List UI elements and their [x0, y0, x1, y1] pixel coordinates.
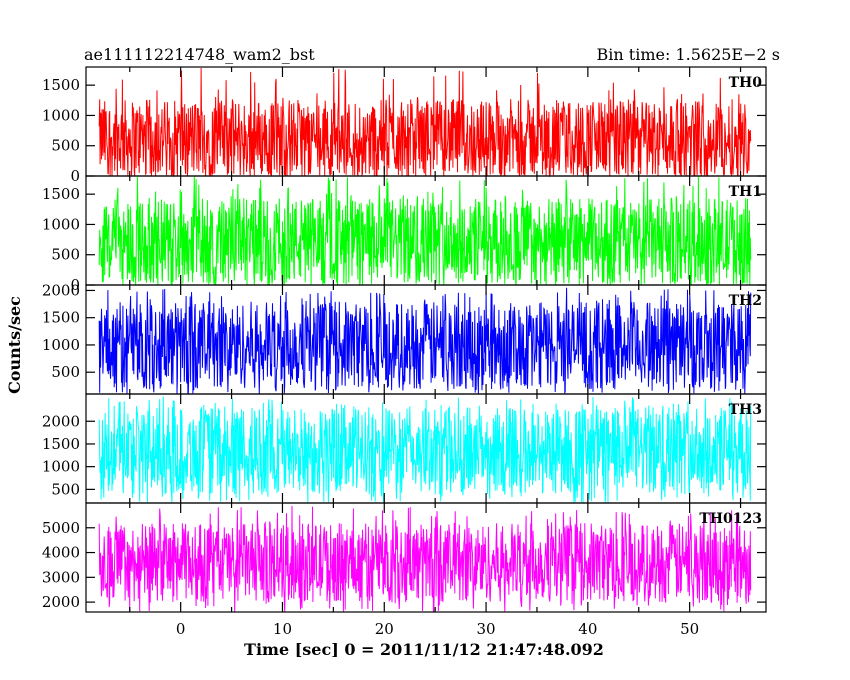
y-tick-label: 500 — [51, 480, 80, 498]
y-tick-label: 1500 — [42, 185, 80, 203]
y-tick-label: 4000 — [42, 544, 80, 562]
y-tick-label: 1000 — [42, 458, 80, 476]
y-tick-label: 1000 — [42, 215, 80, 233]
x-tick-label: 20 — [375, 620, 394, 638]
panel-th1: 0 500 1000 1500 TH1 — [42, 175, 767, 294]
series-line-th2 — [98, 287, 752, 395]
y-tick-label: 3000 — [42, 568, 80, 586]
panel-label-th3: TH3 — [729, 402, 762, 418]
panel-label-th2: TH2 — [729, 293, 762, 309]
header-right-title: Bin time: 1.5625E−2 s — [597, 45, 780, 64]
x-axis-title: Time [sec] 0 = 2011/11/12 21:47:48.092 — [244, 640, 604, 659]
x-tick-label: 40 — [578, 620, 597, 638]
x-tick-label: 10 — [273, 620, 292, 638]
y-tick-label: 1500 — [42, 435, 80, 453]
y-tick-label: 0 — [70, 167, 80, 185]
series-line-th0123 — [98, 505, 752, 612]
panel-frame — [85, 502, 767, 613]
panel-th0123: 2000 3000 4000 5000 TH0123 — [42, 502, 767, 613]
y-tick-label: 500 — [51, 137, 80, 155]
y-tick-label: 1500 — [42, 309, 80, 327]
x-tick-label: 0 — [176, 620, 186, 638]
x-tick-label: 30 — [477, 620, 496, 638]
header-left-title: ae111112214748_wam2_bst — [84, 45, 315, 64]
y-tick-label: 500 — [51, 363, 80, 381]
y-tick-label: 2000 — [42, 593, 80, 611]
y-axis-title: Counts/sec — [5, 296, 24, 394]
y-tick-label: 0 — [70, 276, 80, 294]
y-tick-label: 1000 — [42, 336, 80, 354]
x-tick-label: 50 — [680, 620, 699, 638]
y-tick-label: 1000 — [42, 106, 80, 124]
y-tick-label: 500 — [51, 246, 80, 264]
series-line-th1 — [98, 176, 752, 286]
panel-label-th0: TH0 — [729, 75, 763, 91]
series-line-th3 — [98, 396, 752, 503]
series-line-th0 — [98, 67, 752, 178]
panel-label-th0123: TH0123 — [699, 511, 762, 527]
y-tick-label: 1500 — [42, 76, 80, 94]
panel-label-th1: TH1 — [729, 184, 762, 200]
y-tick-label: 2000 — [42, 281, 80, 299]
panel-th3: 500 1000 1500 2000 TH3 — [42, 393, 767, 504]
y-tick-label: 2000 — [42, 412, 80, 430]
y-tick-label: 5000 — [42, 519, 80, 537]
